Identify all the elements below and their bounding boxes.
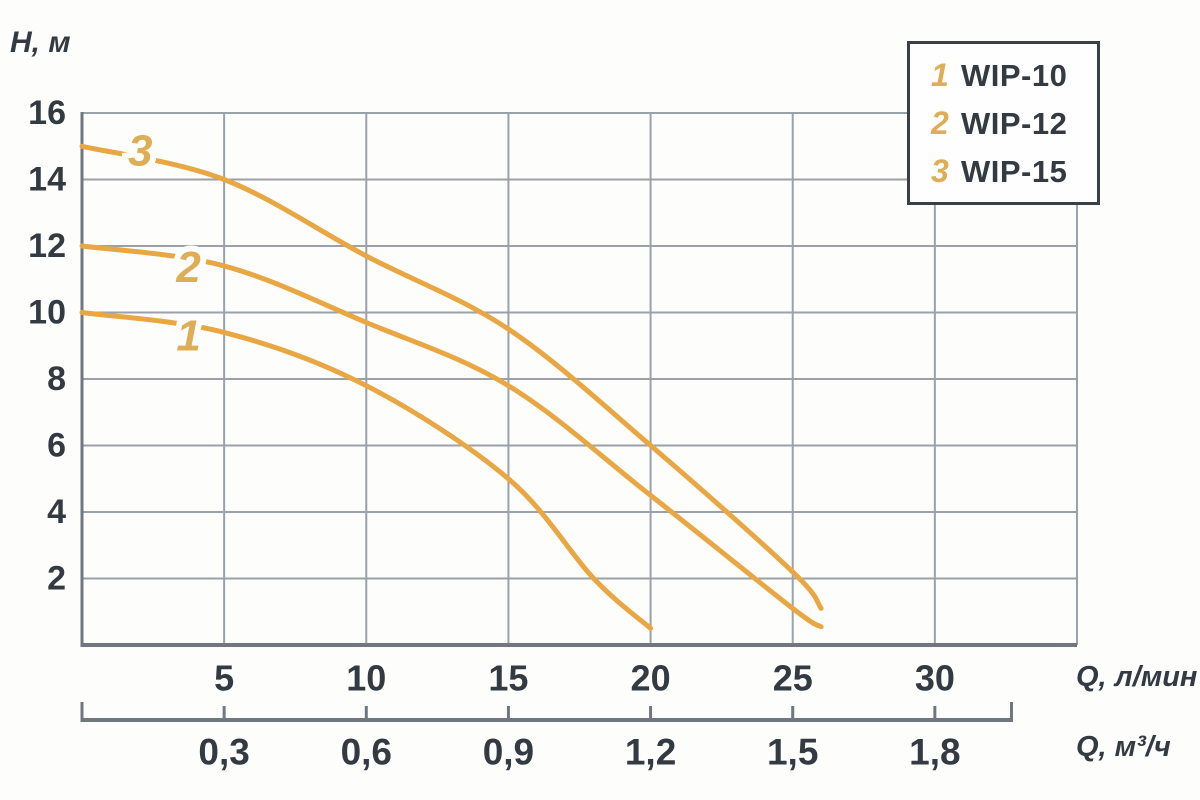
- legend-series-label: WIP-15: [961, 153, 1068, 189]
- x-tick-label-m3h: 0,6: [341, 732, 392, 773]
- y-tick-label: 2: [47, 560, 66, 598]
- y-tick-label: 14: [28, 161, 66, 199]
- x-axis-title-flow-m3h: Q, м³/ч: [1076, 731, 1171, 763]
- y-tick-label: 10: [28, 294, 66, 332]
- x-tick-label-m3h: 0,9: [483, 732, 534, 773]
- x-axis-title-flow-lmin: Q, л/мин: [1076, 661, 1198, 693]
- y-tick-label: 4: [47, 493, 66, 531]
- x-tick-label-m3h: 0,3: [198, 732, 249, 773]
- legend-series-number: 3: [931, 152, 949, 189]
- x-tick-label-m3h: 1,2: [625, 732, 676, 773]
- y-tick-label: 16: [28, 94, 66, 132]
- curve-wip-15: [79, 143, 824, 611]
- curve-number-wip-10: 1: [176, 311, 200, 360]
- y-tick-label: 12: [28, 227, 66, 265]
- x-tick-label-lmin: 15: [488, 658, 528, 699]
- x-tick-label-m3h: 1,8: [909, 732, 960, 773]
- legend-item-wip-10: 1 WIP-10: [931, 53, 1097, 98]
- legend-item-wip-12: 2 WIP-12: [931, 101, 1097, 146]
- y-tick-label: 8: [47, 360, 66, 398]
- legend-series-number: 2: [931, 104, 949, 141]
- curve-wip-12: [79, 243, 824, 630]
- legend-box: 1 WIP-10 2 WIP-12 3 WIP-15: [907, 41, 1100, 205]
- y-axis-title: H, м: [10, 26, 71, 59]
- curve-number-wip-12: 2: [175, 243, 201, 292]
- y-tick-label: 6: [47, 427, 66, 465]
- x-tick-label-lmin: 5: [214, 658, 234, 699]
- legend-series-label: WIP-10: [961, 57, 1068, 93]
- curve-wip-10: [79, 310, 654, 631]
- legend-series-label: WIP-12: [961, 105, 1068, 141]
- x-tick-label-lmin: 25: [773, 658, 813, 699]
- x-tick-label-m3h: 1,5: [767, 732, 818, 773]
- legend-item-wip-15: 3 WIP-15: [931, 149, 1097, 194]
- x-tick-label-lmin: 30: [915, 658, 955, 699]
- legend-series-number: 1: [931, 56, 949, 93]
- x-tick-label-lmin: 20: [631, 658, 671, 699]
- x-tick-label-lmin: 10: [346, 658, 386, 699]
- curve-number-wip-15: 3: [128, 127, 152, 176]
